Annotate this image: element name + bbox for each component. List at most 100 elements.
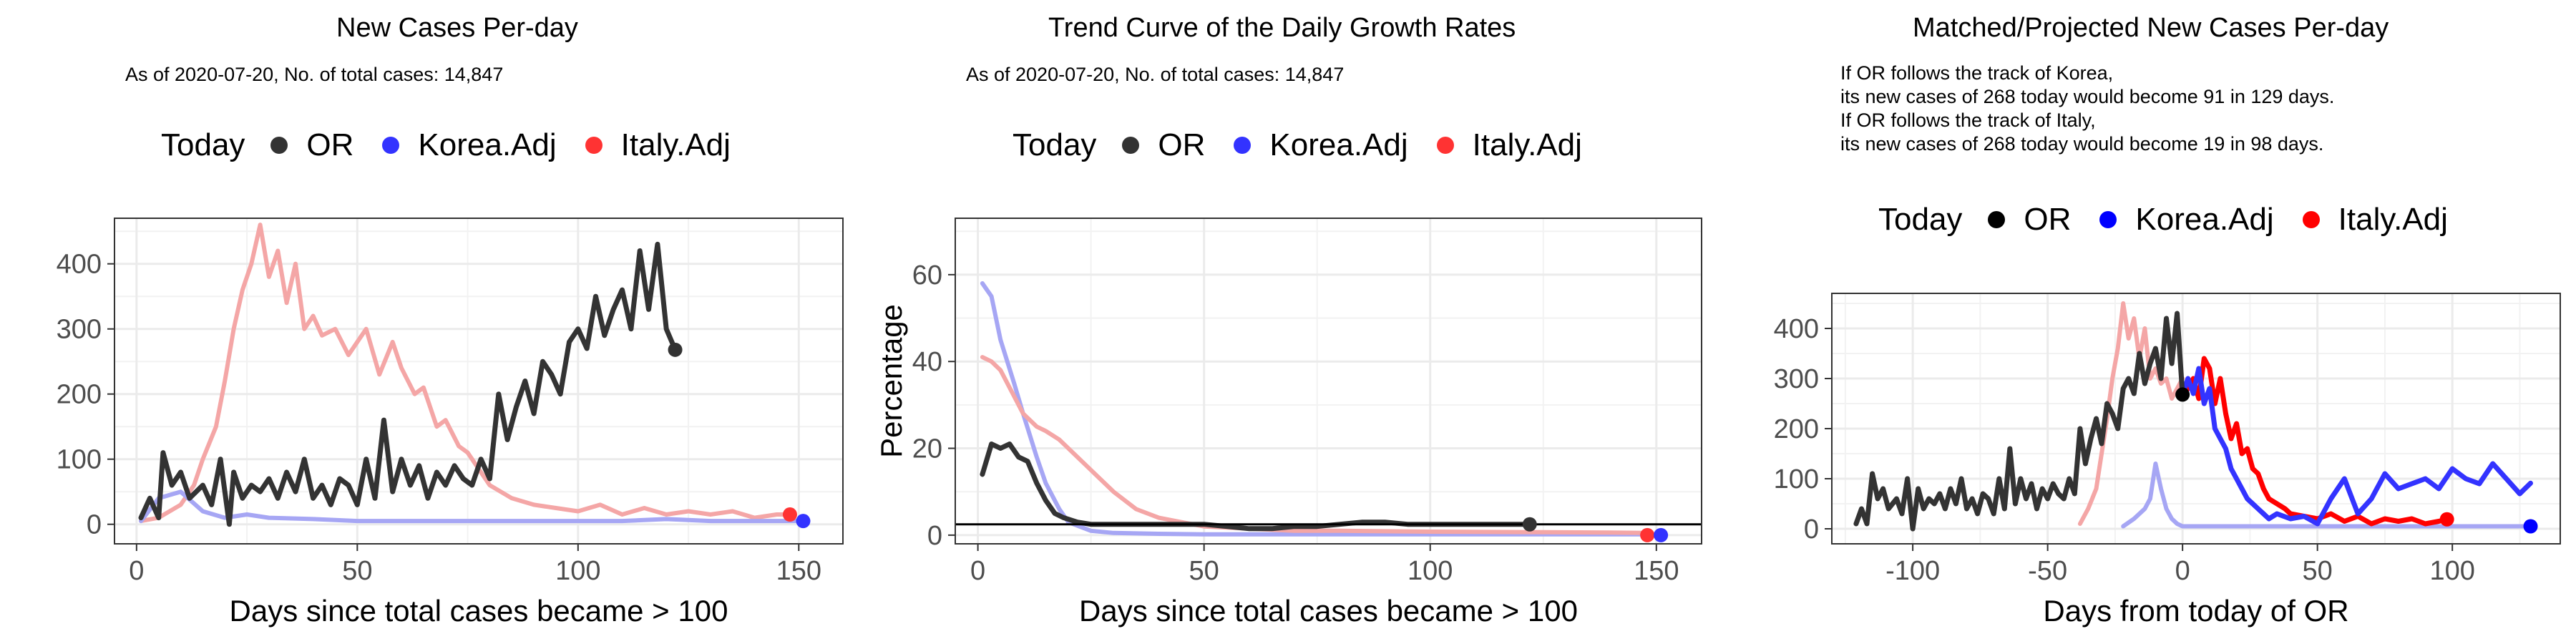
y-tick-label: 0 xyxy=(87,510,102,540)
x-tick-label: 150 xyxy=(1634,556,1679,586)
x-axis-label: Days since total cases became > 100 xyxy=(1079,594,1578,628)
y-tick-label: 200 xyxy=(57,380,102,410)
y-tick-label: 400 xyxy=(57,250,102,280)
chart-panel-new-cases: New Cases Per-day As of 2020-07-20, No. … xyxy=(0,0,859,644)
x-tick-label: 0 xyxy=(970,556,985,586)
legend-entry-or: OR xyxy=(1988,202,2071,238)
chart-subtitle-line-3: If OR follows the track of Italy, xyxy=(1840,109,2096,131)
x-tick-label: 50 xyxy=(342,556,372,586)
x-tick-label: 100 xyxy=(1407,556,1453,586)
legend-label-italy: Italy.Adj xyxy=(1472,127,1582,162)
today-point-korea-adj xyxy=(1654,527,1669,542)
chart-legend: Today OR Korea.Adj Italy.Adj xyxy=(161,127,759,163)
series-line-0 xyxy=(980,281,1659,537)
y-tick-label: 200 xyxy=(1774,414,1819,444)
plot-border xyxy=(1831,293,2561,545)
plot-border xyxy=(114,218,844,545)
legend-entry-korea: Korea.Adj xyxy=(382,127,557,163)
legend-entry-or: OR xyxy=(270,127,353,163)
y-tick-label: 40 xyxy=(912,347,942,377)
legend-entry-or: OR xyxy=(1122,127,1205,163)
chart-panel-projected: Matched/Projected New Cases Per-day If O… xyxy=(1717,0,2576,644)
plot-new-cases: 0 50 100 150 0 100 200 300 400 Days since total c… xyxy=(57,218,844,628)
chart-title: New Cases Per-day xyxy=(336,13,578,43)
x-tick-label: 0 xyxy=(2175,556,2190,586)
legend-entry-italy: Italy.Adj xyxy=(2302,202,2448,238)
today-point-korea-adj xyxy=(2523,519,2538,534)
chart-title: Trend Curve of the Daily Growth Rates xyxy=(1048,13,1516,43)
y-tick-label: 400 xyxy=(1774,314,1819,344)
series-line-1 xyxy=(980,355,1650,535)
x-axis-label: Days since total cases became > 100 xyxy=(230,594,728,628)
today-point-italy-adj xyxy=(782,507,797,522)
x-tick-label: -100 xyxy=(1885,556,1940,586)
chart-subtitle: As of 2020-07-20, No. of total cases: 14… xyxy=(966,64,1345,85)
series-line-0 xyxy=(139,223,792,524)
y-tick-label: 0 xyxy=(927,521,942,551)
legend-label-korea: Korea.Adj xyxy=(2135,202,2274,237)
legend-title: Today xyxy=(1878,202,1963,237)
legend-dot-or xyxy=(1122,137,1140,154)
legend-label-or: OR xyxy=(1158,127,1206,162)
y-tick-label: 300 xyxy=(57,315,102,345)
y-tick-label: 0 xyxy=(1804,514,1819,545)
legend-label-or: OR xyxy=(306,127,354,162)
legend-dot-korea xyxy=(382,137,400,154)
legend-label-korea: Korea.Adj xyxy=(1269,127,1408,162)
today-point-italy-adj xyxy=(2439,512,2454,527)
legend-title: Today xyxy=(161,127,245,162)
legend-label-korea: Korea.Adj xyxy=(418,127,557,162)
x-axis-label: Days from today of OR xyxy=(2043,594,2348,628)
series-line-2 xyxy=(138,241,678,527)
plot-projected: -100 -50 0 50 100 0 100 200 300 400 Days from toda… xyxy=(1774,293,2561,628)
y-tick-label: 300 xyxy=(1774,364,1819,394)
legend-entry-italy: Italy.Adj xyxy=(585,127,731,163)
legend-label-italy: Italy.Adj xyxy=(2338,202,2448,237)
today-point-or xyxy=(668,342,683,357)
chart-subtitle-line-2: its new cases of 268 today would become … xyxy=(1840,86,2335,107)
legend-dot-korea xyxy=(1234,137,1252,154)
legend-label-italy: Italy.Adj xyxy=(620,127,731,162)
y-axis-label: Percentage xyxy=(874,304,908,458)
legend-entry-italy: Italy.Adj xyxy=(1436,127,1582,163)
y-tick-label: 20 xyxy=(912,434,942,464)
legend-entry-korea: Korea.Adj xyxy=(1234,127,1408,163)
chart-legend: Today OR Korea.Adj Italy.Adj xyxy=(1013,127,1611,163)
x-tick-label: -50 xyxy=(2028,556,2067,586)
legend-dot-or xyxy=(1988,211,2006,228)
y-tick-label: 100 xyxy=(57,445,102,475)
y-tick-label: 100 xyxy=(1774,464,1819,494)
chart-legend: Today OR Korea.Adj Italy.Adj xyxy=(1878,202,2477,238)
series-line-2 xyxy=(2180,356,2450,527)
plot-growth-rates: 0 50 100 150 0 20 40 60 Days since total cases b… xyxy=(874,218,1702,628)
series-line-0 xyxy=(2077,301,2185,526)
today-point-korea-adj xyxy=(796,514,811,529)
x-tick-label: 0 xyxy=(129,556,144,586)
legend-dot-or xyxy=(270,137,288,154)
x-tick-label: 150 xyxy=(776,556,821,586)
legend-dot-korea xyxy=(2099,211,2117,228)
chart-panel-growth-rates: Trend Curve of the Daily Growth Rates As… xyxy=(859,0,1717,644)
series-line-1 xyxy=(139,489,801,524)
today-point-or xyxy=(1522,517,1537,532)
series-line-4 xyxy=(1853,311,2185,532)
legend-entry-korea: Korea.Adj xyxy=(2099,202,2274,238)
series-line-2 xyxy=(980,441,1533,532)
x-tick-label: 100 xyxy=(2429,556,2474,586)
chart-subtitle: As of 2020-07-20, No. of total cases: 14… xyxy=(125,64,504,85)
x-tick-label: 50 xyxy=(2303,556,2333,586)
today-point-italy-adj xyxy=(1640,527,1655,542)
legend-label-or: OR xyxy=(2024,202,2072,237)
series-line-3 xyxy=(2180,366,2533,527)
today-point-or xyxy=(2175,387,2190,402)
chart-title: Matched/Projected New Cases Per-day xyxy=(1913,13,2389,43)
x-tick-label: 100 xyxy=(555,556,600,586)
legend-dot-italy xyxy=(1436,137,1454,154)
x-tick-label: 50 xyxy=(1189,556,1219,586)
legend-title: Today xyxy=(1013,127,1097,162)
plot-border xyxy=(955,218,1702,545)
chart-subtitle-line-4: its new cases of 268 today would become … xyxy=(1840,133,2324,155)
series-line-1 xyxy=(2121,462,2533,529)
y-tick-label: 60 xyxy=(912,260,942,291)
chart-subtitle-line-1: If OR follows the track of Korea, xyxy=(1840,62,2114,84)
